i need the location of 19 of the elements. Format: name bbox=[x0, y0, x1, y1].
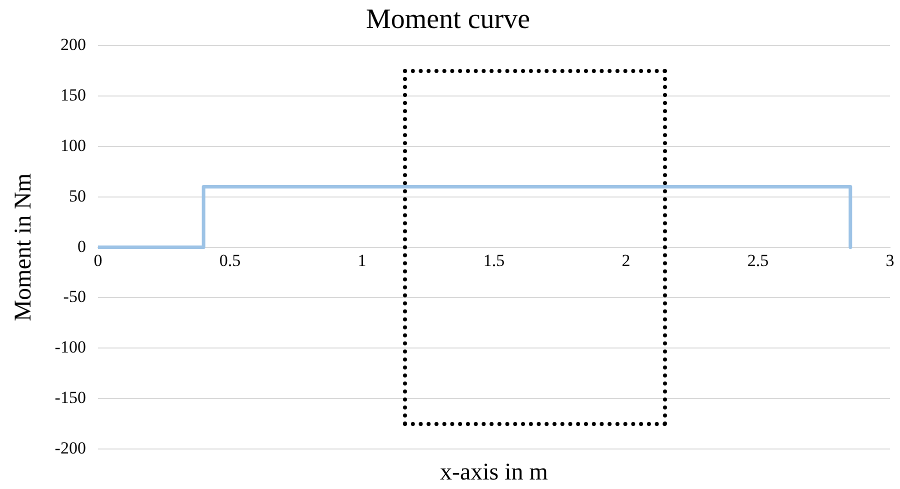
y-axis-title: Moment in Nm bbox=[10, 172, 37, 322]
y-tick-label: 200 bbox=[60, 35, 86, 54]
y-tick-label: 100 bbox=[60, 136, 86, 155]
x-tick-label: 3 bbox=[886, 250, 894, 270]
x-tick-label: 0 bbox=[94, 250, 102, 270]
y-tick-label: 150 bbox=[60, 85, 86, 104]
y-tick-label: -150 bbox=[54, 388, 86, 408]
y-tick-label: -100 bbox=[54, 338, 86, 357]
y-tick-label: -200 bbox=[54, 438, 86, 458]
x-tick-label: 0.5 bbox=[219, 250, 241, 270]
x-tick-label: 2.5 bbox=[747, 250, 769, 270]
chart-title: Moment curve bbox=[366, 4, 530, 36]
x-tick-label: 2 bbox=[622, 250, 630, 270]
x-axis-title: x-axis in m bbox=[440, 459, 548, 486]
x-tick-label: 1.5 bbox=[483, 250, 505, 270]
y-tick-label: 0 bbox=[77, 236, 86, 256]
y-tick-label: 50 bbox=[68, 186, 86, 206]
x-tick-label: 1 bbox=[358, 250, 366, 270]
y-tick-label: -50 bbox=[63, 287, 86, 306]
